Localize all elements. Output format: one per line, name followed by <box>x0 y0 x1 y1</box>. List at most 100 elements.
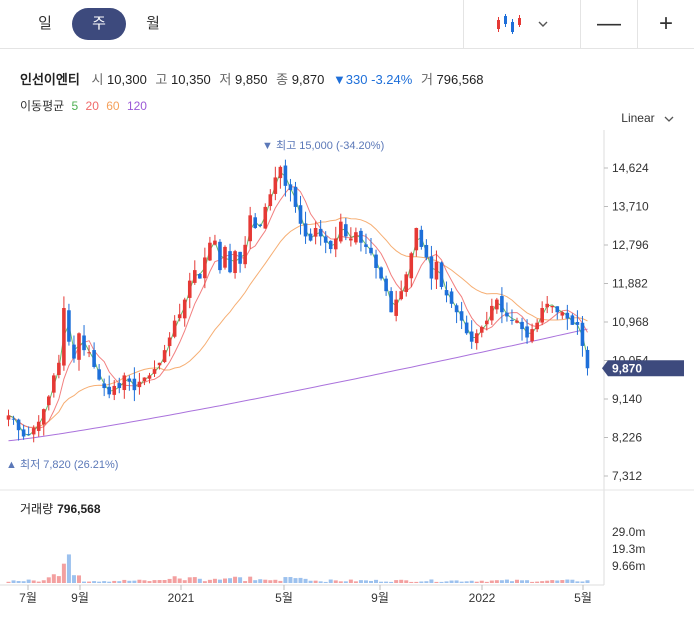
volume-bar <box>71 575 76 583</box>
candle-body <box>530 329 534 342</box>
candle-body <box>132 378 137 391</box>
volume-bar <box>454 580 459 583</box>
volume-panel-value: 796,568 <box>57 502 101 516</box>
candle-body <box>479 326 484 333</box>
volume-bar <box>77 575 81 583</box>
volume-bar <box>258 579 263 583</box>
ma-60: 60 <box>106 99 120 113</box>
candle-body <box>122 375 127 391</box>
volume-bar <box>499 580 504 583</box>
volume-bar <box>212 578 217 583</box>
y-tick-label: 10,968 <box>612 315 649 329</box>
candle-body <box>223 246 227 268</box>
volume-bar <box>187 577 192 583</box>
candle-body <box>505 312 509 317</box>
volume-bar <box>560 580 565 583</box>
tab-weekly[interactable]: 주 <box>72 8 126 40</box>
candle-body <box>429 256 434 279</box>
volume-bar <box>369 580 373 583</box>
candle-body <box>364 244 368 247</box>
volume-bar <box>550 580 555 583</box>
volume-bar <box>61 563 66 583</box>
volume-bar <box>449 580 454 583</box>
candle-body <box>560 312 565 316</box>
volume-bar <box>313 580 318 583</box>
y-tick-label: 14,624 <box>612 161 649 175</box>
zoom-out-button[interactable]: — <box>580 0 637 48</box>
candle-body <box>21 429 26 437</box>
volume-bar <box>424 581 429 583</box>
candle-body <box>540 308 544 323</box>
candle-body <box>278 166 283 179</box>
volume-bar <box>414 581 419 583</box>
candle-body <box>147 375 152 379</box>
volume-bar <box>162 580 167 583</box>
candle-body <box>419 229 424 247</box>
current-price-tag <box>602 360 684 377</box>
volume-bar <box>484 581 489 583</box>
candle-body <box>359 230 363 243</box>
tab-daily[interactable]: 일 <box>38 15 52 32</box>
candle-body <box>328 240 333 250</box>
low-value: 9,850 <box>235 72 268 87</box>
candle-body <box>490 305 494 321</box>
chevron-down-icon <box>538 21 548 27</box>
volume-bar <box>343 581 348 583</box>
candle-body <box>318 228 323 237</box>
chart-type-dropdown[interactable] <box>463 0 580 48</box>
max-annotation: ▼ 최고 15,000 (-34.20%) <box>262 139 384 152</box>
candle-body <box>298 205 303 224</box>
volume-bar <box>293 578 298 583</box>
candle-body <box>404 274 409 292</box>
open-value: 10,300 <box>107 72 147 87</box>
x-tick-label: 5월 <box>574 591 592 605</box>
candle-body <box>268 194 273 207</box>
scale-dropdown[interactable]: Linear <box>621 111 674 125</box>
ma-20: 20 <box>85 99 99 113</box>
volume-bar <box>555 580 560 583</box>
candle-body <box>172 320 177 337</box>
chart-tools: — + <box>463 0 694 48</box>
tab-monthly[interactable]: 월 <box>146 15 160 32</box>
candle-body <box>500 296 504 313</box>
volume-bar <box>147 581 152 583</box>
y-tick-label: 9,140 <box>612 392 642 406</box>
open-label: 시 <box>91 72 104 87</box>
candle-body <box>585 349 590 369</box>
candle-body <box>213 240 217 245</box>
volume-bar <box>107 581 112 583</box>
candle-body <box>107 386 112 395</box>
candle-body <box>273 177 278 194</box>
candle-body <box>313 227 318 237</box>
candle-body <box>495 299 499 310</box>
volume-bar <box>66 554 71 583</box>
volume-bar <box>182 580 187 583</box>
change-value: ▼330 <box>332 72 368 87</box>
candle-body <box>550 305 555 308</box>
zoom-in-button[interactable]: + <box>637 0 694 48</box>
candle-body <box>338 221 343 242</box>
low-label: 저 <box>219 72 232 87</box>
candle-body <box>177 314 182 319</box>
candle-body <box>238 251 242 264</box>
candle-body <box>218 241 222 271</box>
volume-bar <box>268 580 273 583</box>
volume-panel-title: 거래량 <box>20 502 54 516</box>
volume-bar <box>520 580 525 583</box>
period-tabs: 일 주 월 <box>18 8 180 40</box>
volume-tick-label: 9.66m <box>612 559 645 573</box>
volume-bar <box>348 579 353 583</box>
candle-body <box>102 383 106 389</box>
candle-body <box>333 238 338 250</box>
volume-bar <box>172 576 177 583</box>
volume-bar <box>379 581 384 583</box>
candle-body <box>117 383 122 389</box>
candle-body <box>349 238 353 241</box>
candle-body <box>167 337 172 347</box>
volume-bar <box>6 581 11 583</box>
candle-body <box>92 350 96 367</box>
volume-bar <box>278 580 283 583</box>
candle-body <box>36 421 41 431</box>
volume-bar <box>384 581 389 583</box>
